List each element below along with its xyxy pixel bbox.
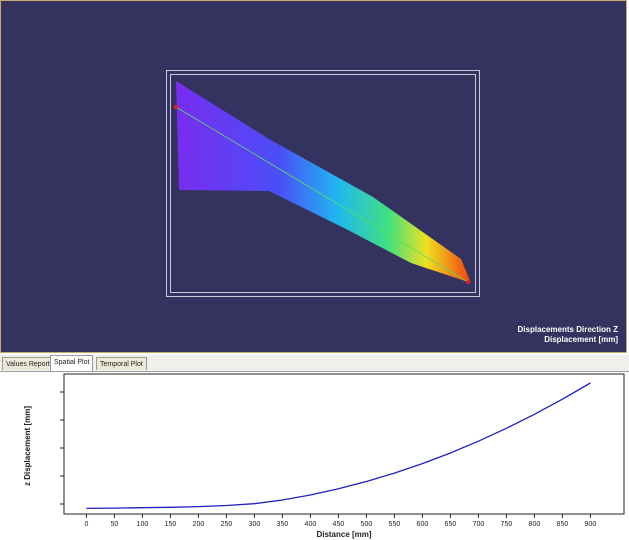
y-axis-ticks <box>60 391 64 505</box>
x-tick-label: 300 <box>249 521 261 528</box>
tab-temporal-plot[interactable]: Temporal Plot <box>96 357 147 370</box>
deformed-part-shape <box>176 81 471 283</box>
path-line <box>175 106 469 283</box>
x-tick-label: 900 <box>585 521 597 528</box>
x-tick-label: 750 <box>501 521 513 528</box>
plot-frame <box>63 373 625 515</box>
x-axis-ticks: 0 50 100 150 200 250 300 350 400 450 500 550 600 650 7… <box>84 514 596 528</box>
x-tick-label: 850 <box>557 521 569 528</box>
x-tick-label: 150 <box>165 521 177 528</box>
spatial-plot: 0 50 100 150 200 250 300 350 400 450 500 550 600 650 7… <box>23 373 625 539</box>
model-bounding-frame <box>166 70 480 297</box>
x-tick-label: 200 <box>193 521 205 528</box>
x-tick-label: 0 <box>84 521 88 528</box>
3d-viewport[interactable]: Displacements Direction Z Displacement [… <box>0 0 627 353</box>
x-tick-label: 650 <box>445 521 457 528</box>
x-tick-label: 50 <box>111 521 119 528</box>
path-end-point[interactable] <box>466 280 470 284</box>
x-tick-label: 450 <box>333 521 345 528</box>
tab-spatial-plot[interactable]: Spatial Plot <box>50 355 94 371</box>
x-tick-label: 250 <box>221 521 233 528</box>
path-start-point[interactable] <box>174 105 178 109</box>
tab-values-report[interactable]: Values Report <box>2 357 54 370</box>
x-tick-label: 800 <box>529 521 541 528</box>
x-tick-label: 700 <box>473 521 485 528</box>
x-tick-label: 100 <box>137 521 149 528</box>
x-tick-label: 600 <box>417 521 429 528</box>
x-tick-label: 400 <box>305 521 317 528</box>
model-view <box>174 81 471 284</box>
y-axis-label: z Displacement [mm] <box>23 406 32 486</box>
spatial-plot-panel: 0 50 100 150 200 250 300 350 400 450 500 550 600 650 7… <box>0 372 629 540</box>
viewport-title: Displacements Direction Z <box>517 325 618 334</box>
x-axis-label: Distance [mm] <box>316 530 371 539</box>
tab-bar: Values Report Spatial Plot Temporal Plot <box>0 355 629 372</box>
x-tick-label: 550 <box>389 521 401 528</box>
viewport-subtitle: Displacement [mm] <box>544 335 618 344</box>
x-tick-label: 500 <box>361 521 373 528</box>
x-tick-label: 350 <box>277 521 289 528</box>
series-line <box>86 382 591 510</box>
